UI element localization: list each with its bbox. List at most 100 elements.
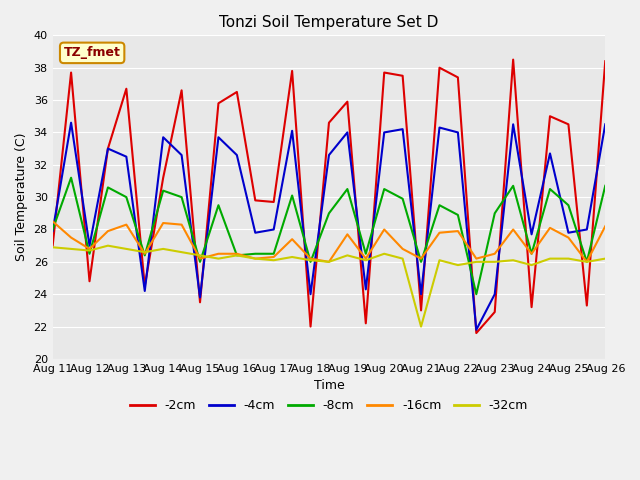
-2cm	[214, 100, 222, 106]
-8cm	[344, 186, 351, 192]
-16cm	[196, 256, 204, 262]
-4cm	[344, 130, 351, 135]
-8cm	[399, 196, 406, 202]
-32cm	[214, 256, 222, 262]
-2cm	[380, 70, 388, 75]
-2cm	[178, 87, 186, 93]
-16cm	[602, 223, 609, 229]
-4cm	[454, 130, 461, 135]
-4cm	[67, 120, 75, 126]
-2cm	[104, 146, 112, 152]
Line: -2cm: -2cm	[52, 60, 605, 333]
-32cm	[472, 259, 480, 265]
-4cm	[472, 327, 480, 333]
-8cm	[86, 251, 93, 257]
-32cm	[417, 324, 425, 329]
-32cm	[564, 256, 572, 262]
-2cm	[564, 121, 572, 127]
Title: Tonzi Soil Temperature Set D: Tonzi Soil Temperature Set D	[220, 15, 438, 30]
-4cm	[86, 243, 93, 249]
-2cm	[417, 308, 425, 313]
-16cm	[546, 225, 554, 231]
-8cm	[528, 251, 536, 257]
-8cm	[436, 203, 444, 208]
Y-axis label: Soil Temperature (C): Soil Temperature (C)	[15, 133, 28, 262]
-8cm	[325, 210, 333, 216]
-16cm	[399, 246, 406, 252]
-4cm	[380, 130, 388, 135]
-2cm	[288, 68, 296, 74]
-4cm	[214, 134, 222, 140]
-2cm	[252, 197, 259, 203]
-16cm	[178, 222, 186, 228]
-32cm	[509, 257, 517, 263]
-16cm	[344, 231, 351, 237]
-2cm	[454, 74, 461, 80]
-8cm	[546, 186, 554, 192]
-32cm	[344, 252, 351, 258]
-32cm	[491, 259, 499, 265]
-16cm	[583, 259, 591, 265]
-16cm	[49, 218, 56, 224]
-32cm	[583, 259, 591, 265]
-4cm	[104, 146, 112, 152]
-8cm	[417, 259, 425, 265]
-16cm	[454, 228, 461, 234]
-16cm	[325, 259, 333, 265]
-4cm	[178, 152, 186, 158]
-8cm	[49, 227, 56, 232]
-32cm	[546, 256, 554, 262]
-4cm	[307, 291, 314, 297]
-16cm	[436, 230, 444, 236]
-8cm	[233, 252, 241, 258]
-2cm	[307, 324, 314, 329]
-8cm	[583, 259, 591, 265]
-16cm	[491, 251, 499, 257]
-8cm	[491, 210, 499, 216]
-32cm	[252, 256, 259, 262]
-32cm	[178, 249, 186, 255]
-32cm	[122, 246, 130, 252]
-4cm	[362, 287, 370, 292]
-4cm	[509, 121, 517, 127]
-4cm	[233, 152, 241, 158]
-4cm	[417, 291, 425, 297]
-8cm	[564, 203, 572, 208]
-2cm	[141, 283, 148, 289]
-2cm	[325, 120, 333, 126]
-4cm	[583, 227, 591, 232]
-16cm	[528, 251, 536, 257]
-8cm	[380, 186, 388, 192]
-8cm	[159, 188, 167, 193]
-4cm	[159, 134, 167, 140]
-8cm	[196, 259, 204, 265]
-2cm	[362, 321, 370, 326]
-2cm	[436, 65, 444, 71]
-32cm	[233, 252, 241, 258]
-4cm	[602, 121, 609, 127]
-4cm	[122, 154, 130, 159]
-16cm	[288, 236, 296, 242]
-2cm	[196, 300, 204, 305]
X-axis label: Time: Time	[314, 379, 344, 392]
-32cm	[399, 256, 406, 262]
-4cm	[49, 228, 56, 234]
-4cm	[141, 288, 148, 294]
-32cm	[196, 252, 204, 258]
-4cm	[196, 295, 204, 300]
-2cm	[159, 175, 167, 180]
-2cm	[399, 73, 406, 79]
-2cm	[509, 57, 517, 62]
-16cm	[380, 227, 388, 232]
-8cm	[122, 194, 130, 200]
-4cm	[546, 151, 554, 156]
-8cm	[602, 183, 609, 189]
Text: TZ_fmet: TZ_fmet	[64, 47, 120, 60]
-4cm	[288, 128, 296, 133]
-16cm	[307, 256, 314, 262]
-32cm	[49, 244, 56, 250]
-2cm	[602, 59, 609, 64]
-32cm	[380, 251, 388, 257]
-2cm	[344, 99, 351, 105]
-8cm	[509, 183, 517, 189]
